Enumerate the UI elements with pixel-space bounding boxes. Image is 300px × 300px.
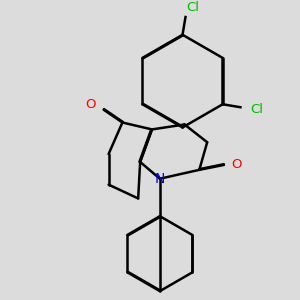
Text: O: O: [232, 158, 242, 171]
Text: Cl: Cl: [186, 1, 199, 13]
Text: Cl: Cl: [251, 103, 264, 116]
Text: O: O: [85, 98, 96, 111]
Text: N: N: [155, 172, 165, 186]
